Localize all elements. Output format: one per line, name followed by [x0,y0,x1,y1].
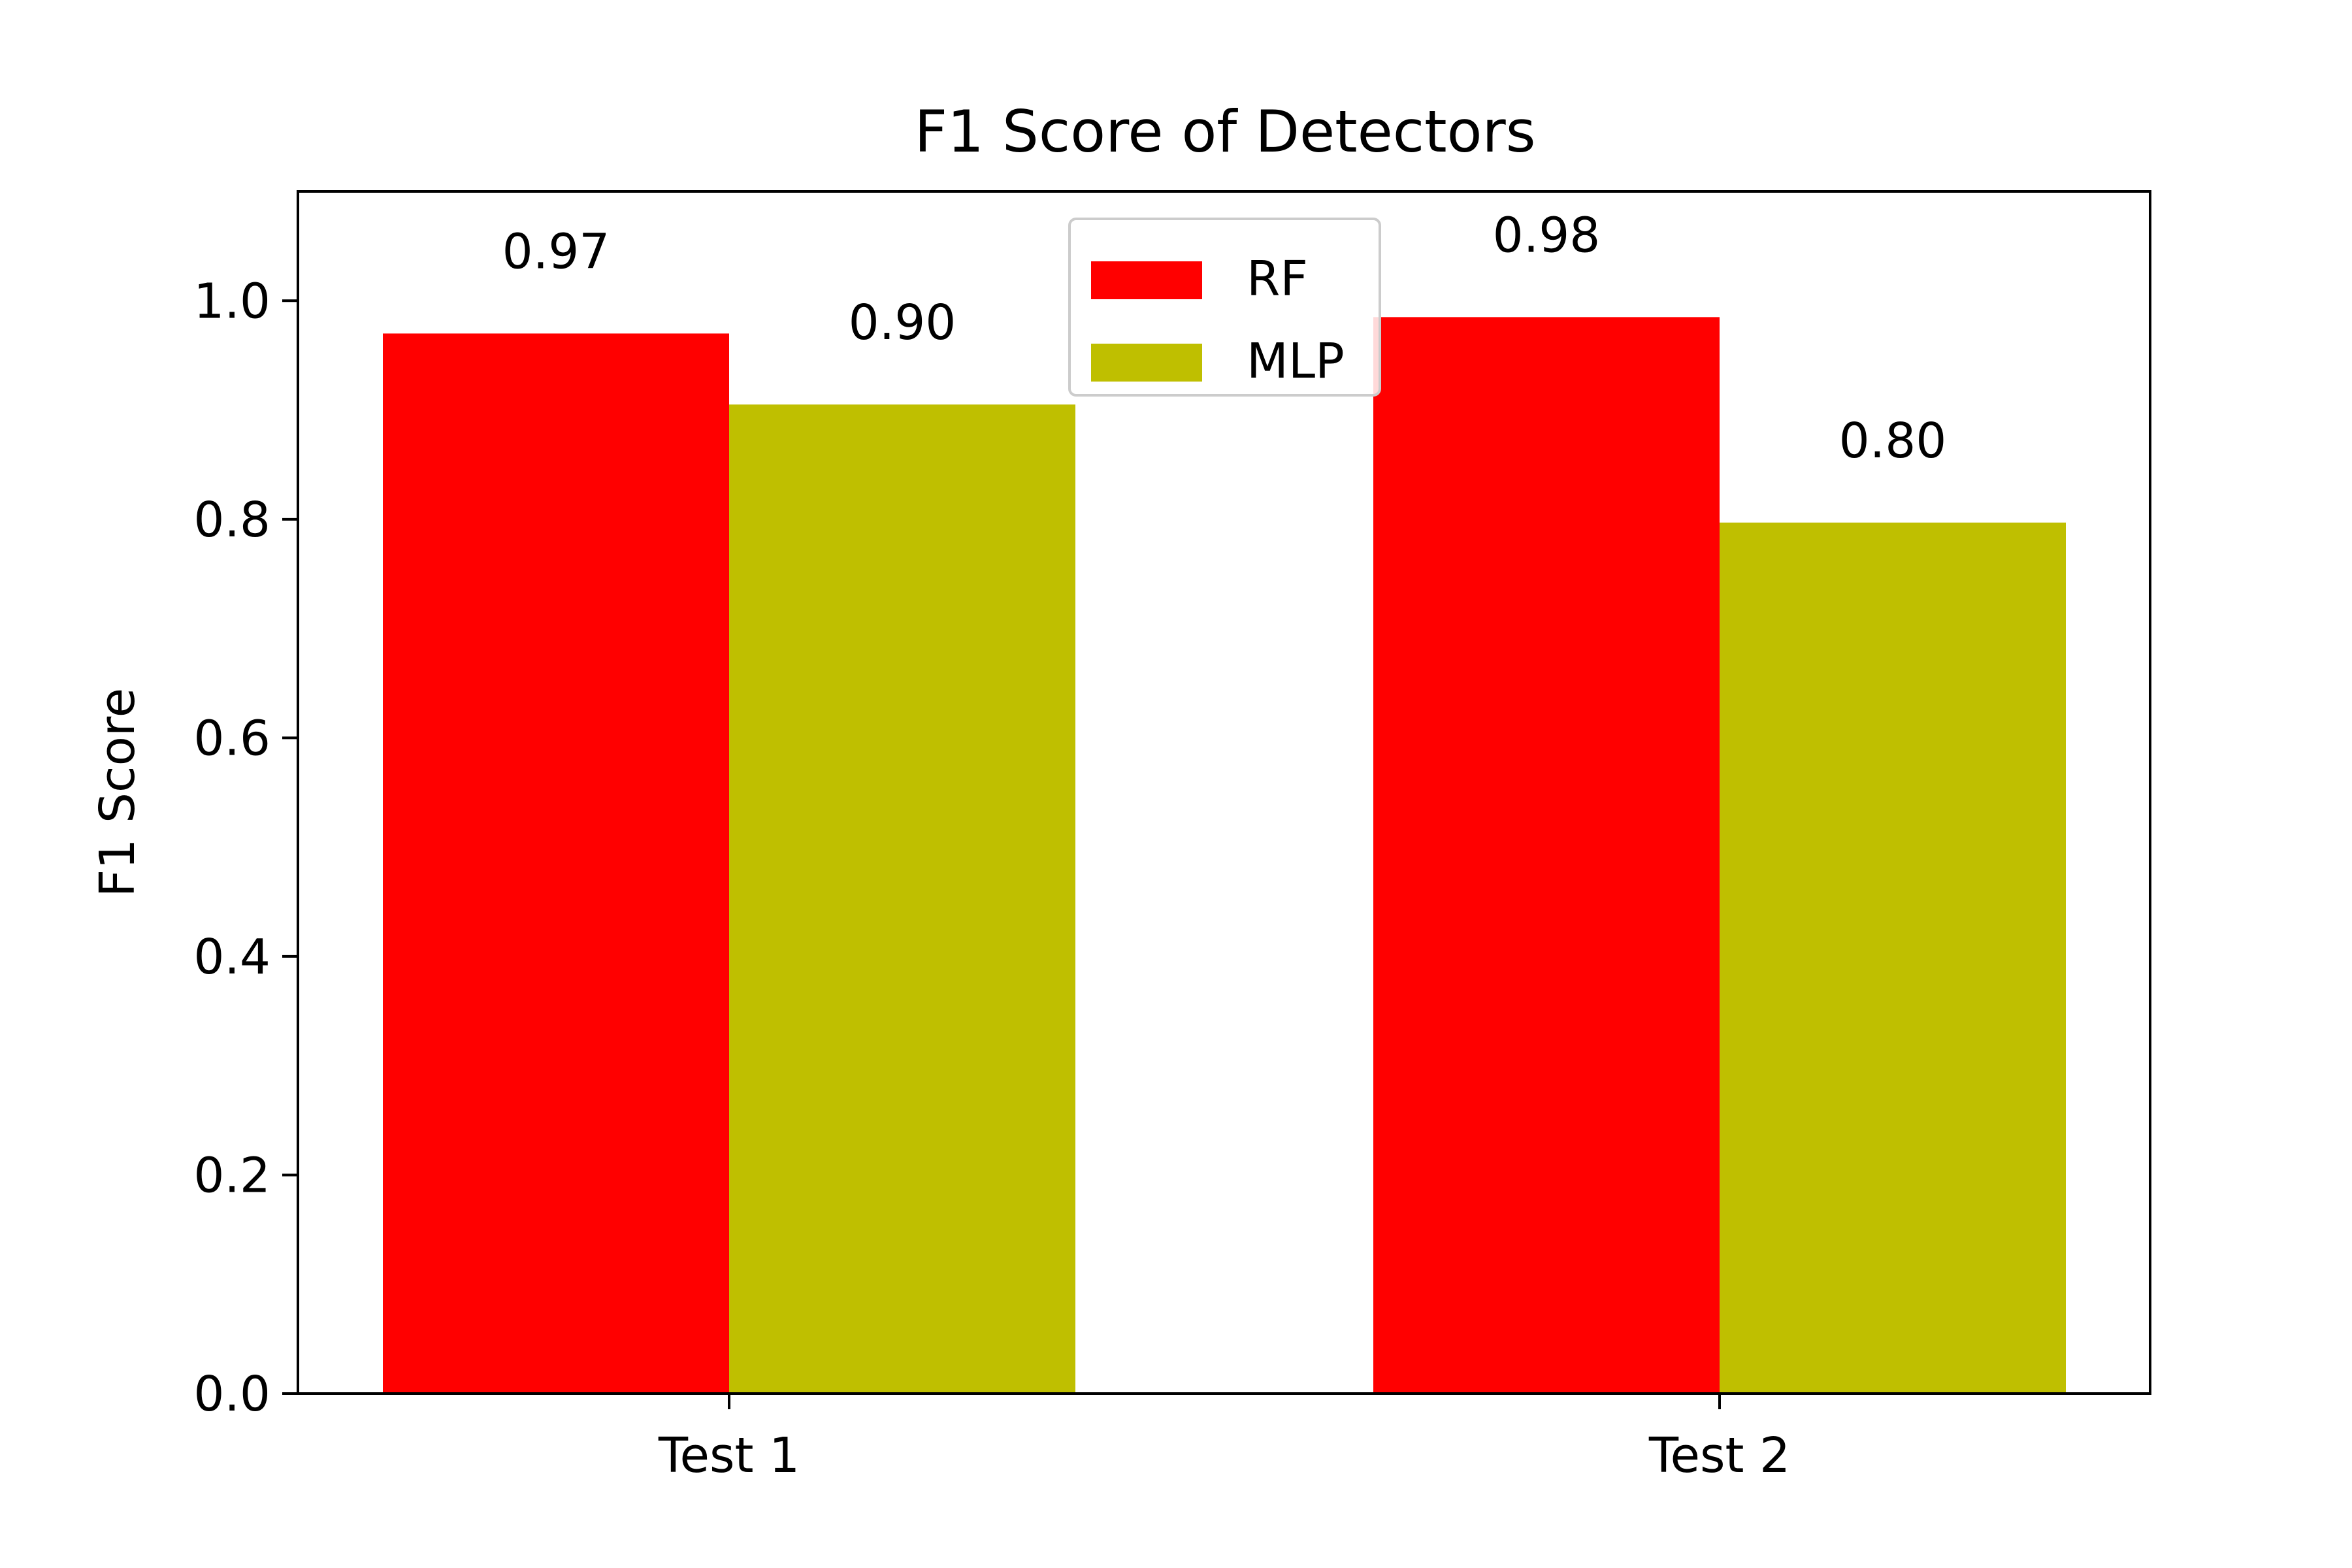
data-label-mlp-1: 0.90 [849,295,956,351]
data-label-rf-2: 0.98 [1493,207,1601,263]
data-label-mlp-2: 0.80 [1839,413,1947,469]
legend-label-rf: RF [1247,251,1308,307]
y-tick-label: 1.0 [193,273,270,329]
legend-items: RF MLP [1091,251,1345,389]
y-tick-label: 0.8 [193,492,270,548]
y-tick-label: 0.2 [193,1147,270,1203]
bar-rf-2 [1373,317,1720,1394]
legend-label-mlp: MLP [1247,333,1345,389]
data-labels-group: 0.97 0.90 0.98 0.80 [502,207,1947,468]
y-tick-label: 0.6 [193,710,270,766]
bar-mlp-1 [729,404,1075,1394]
data-label-rf-1: 0.97 [502,223,610,280]
legend: RF MLP [1068,218,1381,397]
plot-frame [297,190,2151,1395]
x-axis-ticks: Test 1 Test 2 [658,1394,1790,1484]
bar-mlp-2 [1720,522,2066,1394]
bars-group [383,317,2066,1394]
x-tick-label: Test 1 [658,1428,800,1484]
y-axis-label: F1 Score [90,688,146,897]
y-tick-label: 0.4 [193,929,270,985]
y-tick-label: 0.0 [193,1366,270,1422]
bar-rf-1 [383,333,729,1394]
legend-swatch-rf [1091,261,1202,299]
x-tick-label: Test 2 [1648,1428,1790,1484]
legend-swatch-mlp [1091,344,1202,382]
y-axis-ticks: 0.0 0.2 0.4 0.6 0.8 1.0 [193,273,298,1422]
chart-title: F1 Score of Detectors [914,98,1535,165]
